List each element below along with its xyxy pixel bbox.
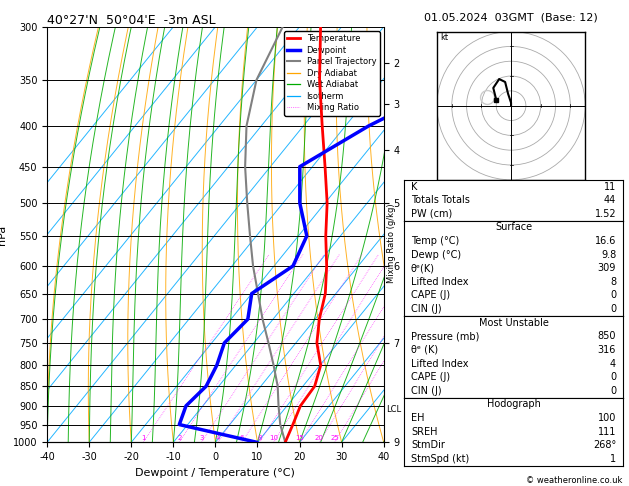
Y-axis label: hPa: hPa xyxy=(0,225,8,244)
Text: 0: 0 xyxy=(610,386,616,396)
Text: Lifted Index: Lifted Index xyxy=(411,359,469,368)
Text: 309: 309 xyxy=(598,263,616,273)
Text: 20: 20 xyxy=(315,434,324,440)
Text: 1.52: 1.52 xyxy=(594,209,616,219)
Text: 8: 8 xyxy=(610,277,616,287)
Text: 15: 15 xyxy=(296,434,304,440)
Text: 3: 3 xyxy=(199,434,204,440)
Text: K: K xyxy=(411,182,418,191)
Text: 0: 0 xyxy=(610,372,616,382)
Text: Surface: Surface xyxy=(495,223,532,232)
Text: 40°27'N  50°04'E  -3m ASL: 40°27'N 50°04'E -3m ASL xyxy=(47,14,216,27)
Text: Pressure (mb): Pressure (mb) xyxy=(411,331,479,341)
Legend: Temperature, Dewpoint, Parcel Trajectory, Dry Adiabat, Wet Adiabat, Isotherm, Mi: Temperature, Dewpoint, Parcel Trajectory… xyxy=(284,31,379,116)
Text: PW (cm): PW (cm) xyxy=(411,209,452,219)
Text: CIN (J): CIN (J) xyxy=(411,386,442,396)
Text: θᵉ (K): θᵉ (K) xyxy=(411,345,438,355)
Text: LCL: LCL xyxy=(386,405,401,414)
Text: 4: 4 xyxy=(216,434,220,440)
Text: kt: kt xyxy=(440,34,448,42)
Text: SREH: SREH xyxy=(411,427,438,436)
Text: 111: 111 xyxy=(598,427,616,436)
Text: 11: 11 xyxy=(604,182,616,191)
Text: 6: 6 xyxy=(240,434,244,440)
Text: EH: EH xyxy=(411,413,425,423)
Text: 2: 2 xyxy=(177,434,182,440)
Text: Totals Totals: Totals Totals xyxy=(411,195,470,205)
Text: StmSpd (kt): StmSpd (kt) xyxy=(411,454,469,464)
Text: Temp (°C): Temp (°C) xyxy=(411,236,459,246)
Text: 1: 1 xyxy=(610,454,616,464)
Text: 44: 44 xyxy=(604,195,616,205)
Text: 268°: 268° xyxy=(593,440,616,450)
Text: 850: 850 xyxy=(598,331,616,341)
Text: 4: 4 xyxy=(610,359,616,368)
Text: 0: 0 xyxy=(610,291,616,300)
Text: 0: 0 xyxy=(610,304,616,314)
Text: Lifted Index: Lifted Index xyxy=(411,277,469,287)
Y-axis label: km
ASL: km ASL xyxy=(410,224,428,245)
Text: StmDir: StmDir xyxy=(411,440,445,450)
Text: 01.05.2024  03GMT  (Base: 12): 01.05.2024 03GMT (Base: 12) xyxy=(424,12,598,22)
Text: CIN (J): CIN (J) xyxy=(411,304,442,314)
Text: Dewp (°C): Dewp (°C) xyxy=(411,250,461,260)
Text: 25: 25 xyxy=(330,434,339,440)
X-axis label: Dewpoint / Temperature (°C): Dewpoint / Temperature (°C) xyxy=(135,468,296,478)
Text: CAPE (J): CAPE (J) xyxy=(411,291,450,300)
Text: θᵉ(K): θᵉ(K) xyxy=(411,263,435,273)
Text: 100: 100 xyxy=(598,413,616,423)
Text: 1: 1 xyxy=(141,434,146,440)
Text: Most Unstable: Most Unstable xyxy=(479,318,548,328)
Text: © weatheronline.co.uk: © weatheronline.co.uk xyxy=(526,476,623,485)
Text: 8: 8 xyxy=(257,434,262,440)
Text: CAPE (J): CAPE (J) xyxy=(411,372,450,382)
Text: 316: 316 xyxy=(598,345,616,355)
Text: Hodograph: Hodograph xyxy=(487,399,540,409)
Text: 9.8: 9.8 xyxy=(601,250,616,260)
Text: 16.6: 16.6 xyxy=(595,236,616,246)
Text: Mixing Ratio (g/kg): Mixing Ratio (g/kg) xyxy=(387,203,396,283)
Text: 10: 10 xyxy=(269,434,278,440)
